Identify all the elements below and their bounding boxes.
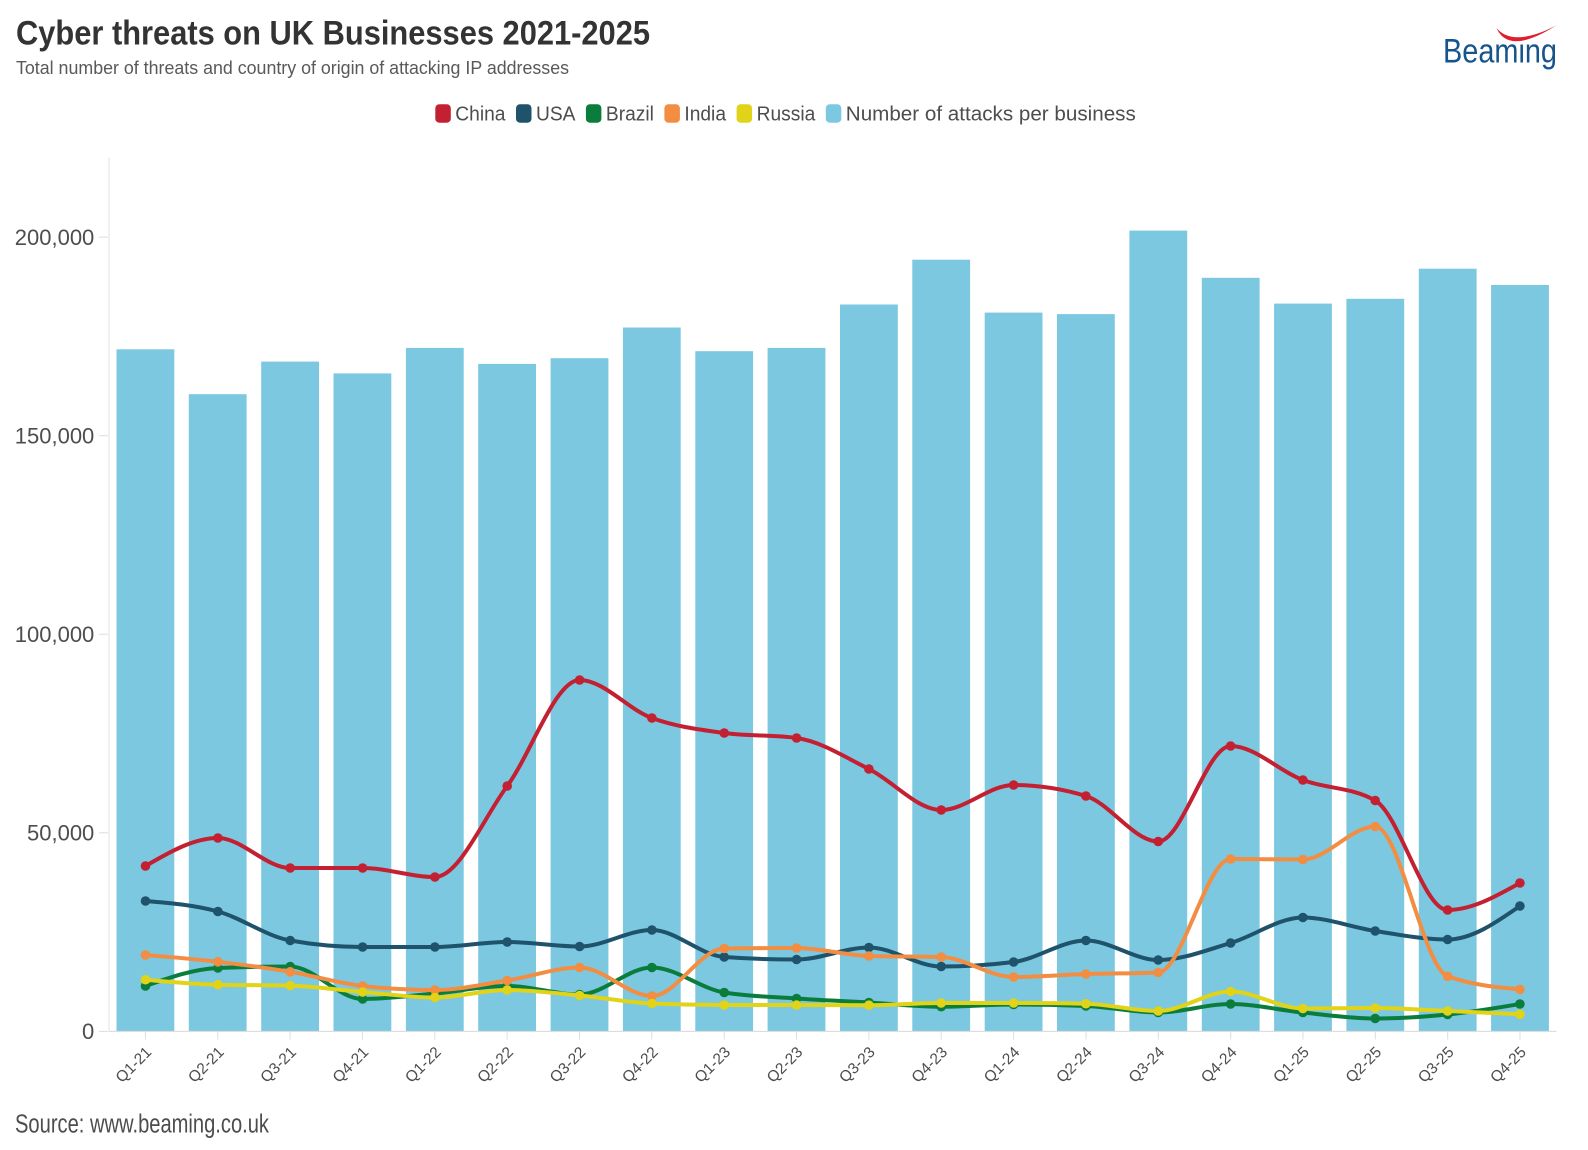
- svg-text:Russia: Russia: [757, 104, 817, 126]
- svg-text:100,000: 100,000: [15, 622, 95, 647]
- svg-text:Number of attacks per business: Number of attacks per business: [846, 104, 1136, 126]
- svg-text:Source: www.beaming.co.uk: Source: www.beaming.co.uk: [15, 1111, 269, 1139]
- svg-text:China: China: [455, 104, 506, 126]
- svg-text:Beaming: Beaming: [1443, 33, 1557, 71]
- svg-text:50,000: 50,000: [27, 821, 94, 846]
- svg-text:200,000: 200,000: [15, 225, 95, 250]
- svg-text:Brazil: Brazil: [606, 104, 654, 126]
- svg-text:USA: USA: [536, 104, 576, 126]
- svg-text:0: 0: [82, 1019, 94, 1044]
- svg-text:Cyber threats on UK Businesses: Cyber threats on UK Businesses 2021-2025: [16, 15, 650, 53]
- svg-text:150,000: 150,000: [15, 423, 95, 448]
- svg-text:India: India: [684, 104, 726, 126]
- svg-text:Total number of threats and co: Total number of threats and country of o…: [16, 58, 569, 78]
